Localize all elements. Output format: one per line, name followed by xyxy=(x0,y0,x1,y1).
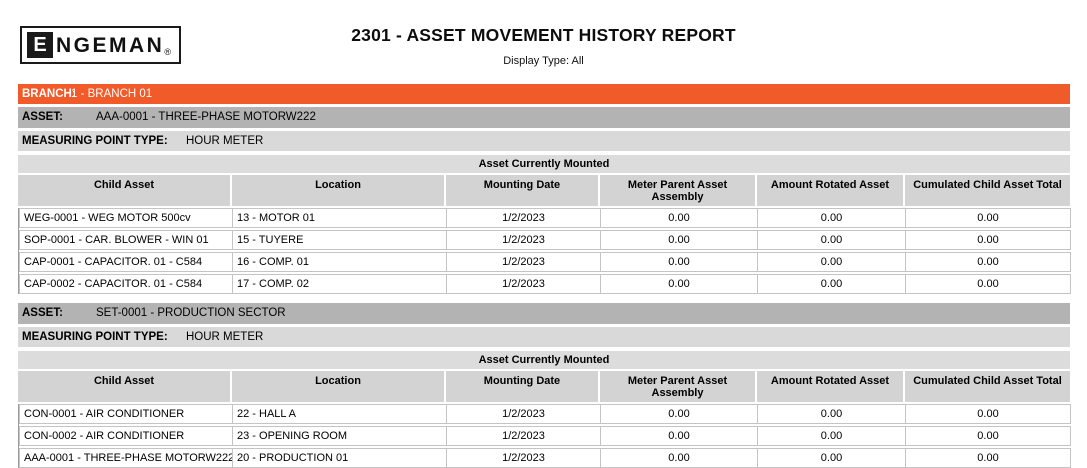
logo-wordmark: NGEMAN xyxy=(56,33,165,57)
branch-label: BRANCH: xyxy=(22,88,76,100)
table-cell-cumulated-child-asset-total: 0.00 xyxy=(906,404,1071,424)
table-cell-meter-parent-asset-assembly: 0.00 xyxy=(601,252,758,272)
table-cell-child-asset: CON-0002 - AIR CONDITIONER xyxy=(19,426,233,446)
table-row: CAP-0001 - CAPACITOR. 01 - C584 16 - COMP… xyxy=(19,252,1071,272)
measuring-point-type-band: MEASURING POINT TYPE: HOUR METER xyxy=(18,327,1070,347)
asset-sections: ASSET: AAA-0001 - THREE-PHASE MOTORW222 M… xyxy=(18,107,1071,468)
report-header: E NGEMAN ® 2301 - ASSET MOVEMENT HISTORY… xyxy=(0,0,1087,84)
display-type-subtitle: Display Type: All xyxy=(503,55,584,67)
table-header-row: Child Asset Location Mounting Date Meter Pa… xyxy=(18,175,1070,206)
table-row: CON-0001 - AIR CONDITIONER 22 - HALL A 1/2… xyxy=(19,404,1071,424)
table-cell-child-asset: CAP-0002 - CAPACITOR. 01 - C584 xyxy=(19,274,233,294)
table-cell-location: 13 - MOTOR 01 xyxy=(233,208,447,228)
table-cell-mounting-date: 1/2/2023 xyxy=(447,404,601,424)
column-header-mounting-date: Mounting Date xyxy=(446,371,600,402)
column-header-child-asset: Child Asset xyxy=(18,175,232,206)
table-group-header: Asset Currently Mounted xyxy=(18,351,1070,369)
table-body: CON-0001 - AIR CONDITIONER 22 - HALL A 1/2… xyxy=(18,404,1071,468)
table-cell-mounting-date: 1/2/2023 xyxy=(447,230,601,250)
asset-band: ASSET: AAA-0001 - THREE-PHASE MOTORW222 xyxy=(18,107,1070,128)
table-cell-meter-parent-asset-assembly: 0.00 xyxy=(601,448,758,468)
table-row: CON-0002 - AIR CONDITIONER 23 - OPENING R… xyxy=(19,426,1071,446)
table-cell-amount-rotated-asset: 0.00 xyxy=(758,426,906,446)
table-cell-meter-parent-asset-assembly: 0.00 xyxy=(601,426,758,446)
engeman-logo: E NGEMAN ® xyxy=(20,26,181,64)
table-cell-amount-rotated-asset: 0.00 xyxy=(758,274,906,294)
column-header-amount-rotated-asset: Amount Rotated Asset xyxy=(757,175,905,206)
report-titles: 2301 - ASSET MOVEMENT HISTORY REPORT Dis… xyxy=(0,0,1087,67)
asset-label: ASSET: xyxy=(22,307,63,319)
page-title: 2301 - ASSET MOVEMENT HISTORY REPORT xyxy=(351,25,736,45)
table-cell-mounting-date: 1/2/2023 xyxy=(447,252,601,272)
column-header-child-asset: Child Asset xyxy=(18,371,232,402)
table-cell-cumulated-child-asset-total: 0.00 xyxy=(906,230,1071,250)
table-cell-location: 16 - COMP. 01 xyxy=(233,252,447,272)
table-cell-mounting-date: 1/2/2023 xyxy=(447,274,601,294)
table-cell-amount-rotated-asset: 0.00 xyxy=(758,230,906,250)
table-cell-amount-rotated-asset: 0.00 xyxy=(758,448,906,468)
branch-band: BRANCH:1 - BRANCH 01 xyxy=(18,84,1070,104)
table-group-header: Asset Currently Mounted xyxy=(18,155,1070,173)
table-cell-location: 23 - OPENING ROOM xyxy=(233,426,447,446)
table-cell-meter-parent-asset-assembly: 0.00 xyxy=(601,404,758,424)
registered-trademark-icon: ® xyxy=(164,47,171,57)
table-cell-location: 15 - TUYERE xyxy=(233,230,447,250)
table-row: AAA-0001 - THREE-PHASE MOTORW222 20 - PRO… xyxy=(19,448,1071,468)
table-header-row: Child Asset Location Mounting Date Meter Pa… xyxy=(18,371,1070,402)
table-cell-child-asset: AAA-0001 - THREE-PHASE MOTORW222 xyxy=(19,448,233,468)
column-header-meter-parent-asset-assembly: Meter Parent Asset Assembly xyxy=(600,175,757,206)
table-cell-meter-parent-asset-assembly: 0.00 xyxy=(601,230,758,250)
logo-e-mark: E xyxy=(27,32,53,58)
table-cell-location: 17 - COMP. 02 xyxy=(233,274,447,294)
asset-value: AAA-0001 - THREE-PHASE MOTORW222 xyxy=(96,111,316,123)
table-row: SOP-0001 - CAR. BLOWER - WIN 01 15 - TUYE… xyxy=(19,230,1071,250)
table-cell-cumulated-child-asset-total: 0.00 xyxy=(906,252,1071,272)
table-cell-location: 20 - PRODUCTION 01 xyxy=(233,448,447,468)
asset-band: ASSET: SET-0001 - PRODUCTION SECTOR xyxy=(18,303,1070,324)
measuring-point-type-value: HOUR METER xyxy=(186,135,264,147)
table-cell-location: 22 - HALL A xyxy=(233,404,447,424)
report-body: BRANCH:1 - BRANCH 01 ASSET: AAA-0001 - TH… xyxy=(18,84,1071,468)
asset-value: SET-0001 - PRODUCTION SECTOR xyxy=(96,307,286,319)
table-cell-mounting-date: 1/2/2023 xyxy=(447,426,601,446)
column-header-meter-parent-asset-assembly: Meter Parent Asset Assembly xyxy=(600,371,757,402)
table-cell-child-asset: SOP-0001 - CAR. BLOWER - WIN 01 xyxy=(19,230,233,250)
column-header-location: Location xyxy=(232,371,446,402)
table-cell-cumulated-child-asset-total: 0.00 xyxy=(906,274,1071,294)
asset-label: ASSET: xyxy=(22,111,63,123)
column-header-location: Location xyxy=(232,175,446,206)
table-cell-child-asset: CON-0001 - AIR CONDITIONER xyxy=(19,404,233,424)
column-header-amount-rotated-asset: Amount Rotated Asset xyxy=(757,371,905,402)
asset-section: ASSET: SET-0001 - PRODUCTION SECTOR MEASU… xyxy=(18,303,1071,468)
measuring-point-type-band: MEASURING POINT TYPE: HOUR METER xyxy=(18,131,1070,151)
table-cell-amount-rotated-asset: 0.00 xyxy=(758,252,906,272)
measuring-point-type-label: MEASURING POINT TYPE: xyxy=(22,331,168,343)
table-cell-meter-parent-asset-assembly: 0.00 xyxy=(601,208,758,228)
measuring-point-type-value: HOUR METER xyxy=(186,331,264,343)
table-body: WEG-0001 - WEG MOTOR 500cv 13 - MOTOR 01 1… xyxy=(18,208,1071,294)
table-cell-amount-rotated-asset: 0.00 xyxy=(758,404,906,424)
table-row: WEG-0001 - WEG MOTOR 500cv 13 - MOTOR 01 1… xyxy=(19,208,1071,228)
column-header-cumulated-child-asset-total: Cumulated Child Asset Total xyxy=(905,371,1070,402)
table-cell-cumulated-child-asset-total: 0.00 xyxy=(906,208,1071,228)
table-cell-amount-rotated-asset: 0.00 xyxy=(758,208,906,228)
table-cell-mounting-date: 1/2/2023 xyxy=(447,208,601,228)
measuring-point-type-label: MEASURING POINT TYPE: xyxy=(22,135,168,147)
asset-section: ASSET: AAA-0001 - THREE-PHASE MOTORW222 M… xyxy=(18,107,1071,294)
table-cell-cumulated-child-asset-total: 0.00 xyxy=(906,448,1071,468)
table-cell-child-asset: CAP-0001 - CAPACITOR. 01 - C584 xyxy=(19,252,233,272)
table-cell-meter-parent-asset-assembly: 0.00 xyxy=(601,274,758,294)
table-cell-child-asset: WEG-0001 - WEG MOTOR 500cv xyxy=(19,208,233,228)
table-cell-mounting-date: 1/2/2023 xyxy=(447,448,601,468)
table-row: CAP-0002 - CAPACITOR. 01 - C584 17 - COMP… xyxy=(19,274,1071,294)
table-cell-cumulated-child-asset-total: 0.00 xyxy=(906,426,1071,446)
column-header-mounting-date: Mounting Date xyxy=(446,175,600,206)
branch-value: 1 - BRANCH 01 xyxy=(71,88,153,100)
column-header-cumulated-child-asset-total: Cumulated Child Asset Total xyxy=(905,175,1070,206)
